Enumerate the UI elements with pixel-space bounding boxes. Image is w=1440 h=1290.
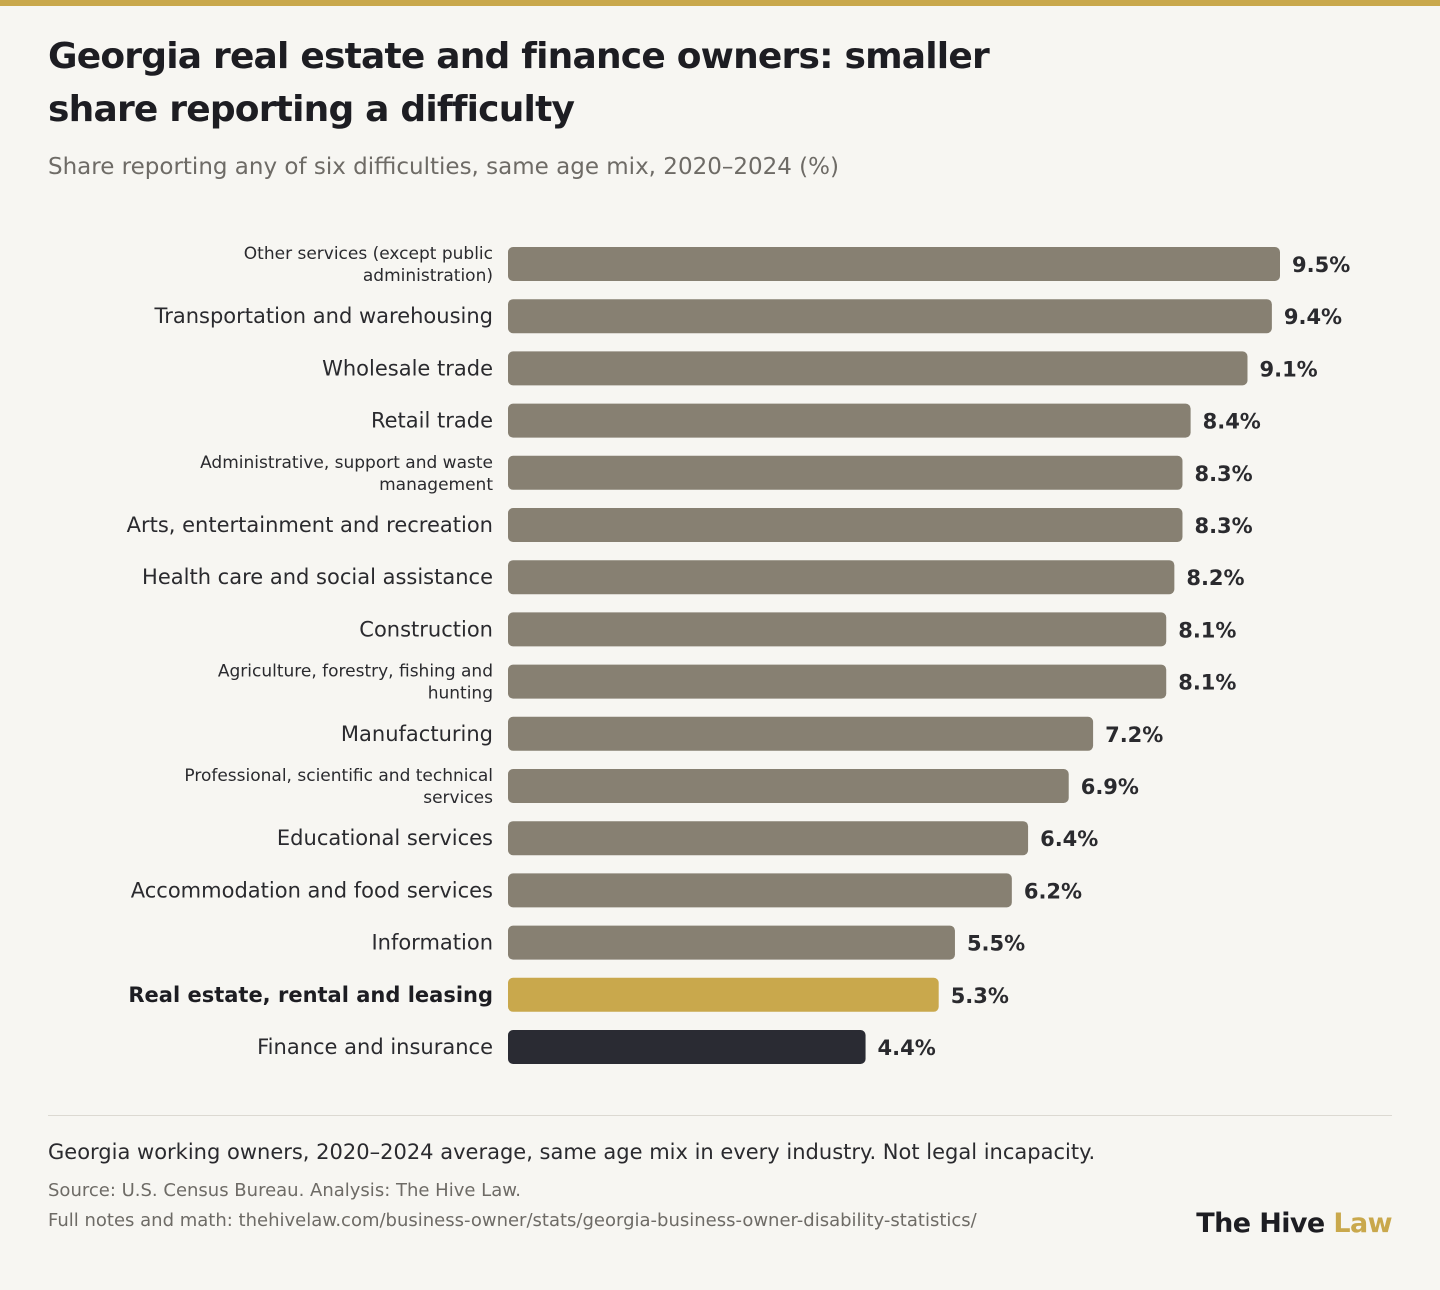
value-label-15: 4.4% [878,1036,936,1060]
category-label-4-line-0: Administrative, support and waste [200,453,493,473]
category-label-11: Educational services [277,826,493,850]
value-label-7: 8.1% [1178,618,1236,642]
category-label-4-line-1: management [379,475,493,495]
value-label-13: 5.5% [967,932,1025,956]
category-label-6: Health care and social assistance [142,565,493,589]
bar-6 [508,560,1175,595]
value-label-14: 5.3% [951,984,1009,1008]
bar-10 [508,769,1069,803]
category-label-3: Retail trade [371,409,493,433]
category-label-5: Arts, entertainment and recreation [127,513,493,537]
brand-logo: The Hive Law [1196,1208,1392,1239]
value-label-1: 9.4% [1284,305,1342,329]
value-label-4: 8.3% [1194,462,1252,486]
source-line: Source: U.S. Census Bureau. Analysis: Th… [48,1180,522,1201]
bar-2 [508,351,1248,386]
category-label-0: Other services (except public administrat… [244,244,493,286]
category-label-10-line-0: Professional, scientific and technical [184,766,493,786]
bar-14 [508,977,939,1012]
footer-divider [48,1115,1392,1116]
top-accent-rule [0,0,1440,6]
category-label-8: Agriculture, forestry, fishing and huntin… [218,662,493,704]
value-label-3: 8.4% [1203,410,1261,434]
bar-0 [508,247,1280,281]
category-label-12: Accommodation and food services [131,878,493,902]
bar-5 [508,508,1183,542]
value-label-9: 7.2% [1105,723,1163,747]
category-label-8-line-0: Agriculture, forestry, fishing and [218,662,493,682]
category-label-4: Administrative, support and waste managem… [200,453,493,495]
category-label-13: Information [371,931,493,955]
value-label-6: 8.2% [1186,566,1244,590]
category-label-0-line-0: Other services (except public [244,244,493,264]
category-label-14: Real estate, rental and leasing [128,983,493,1007]
value-label-5: 8.3% [1194,514,1252,538]
brand-logo-primary: The Hive [1196,1208,1325,1239]
value-label-10: 6.9% [1081,775,1139,799]
bar-4 [508,455,1183,490]
category-label-7: Construction [359,617,493,641]
value-label-12: 6.2% [1024,879,1082,903]
bar-9 [508,716,1094,751]
category-label-9: Manufacturing [341,722,493,746]
chart-title: Georgia real estate and finance owners: … [48,36,990,130]
value-label-2: 9.1% [1259,357,1317,381]
category-label-15: Finance and insurance [257,1035,493,1059]
category-label-0-line-1: administration) [363,266,493,286]
value-label-11: 6.4% [1040,827,1098,851]
value-label-0: 9.5% [1292,253,1350,277]
value-label-8: 8.1% [1178,671,1236,695]
category-label-8-line-1: hunting [428,684,493,704]
bar-15 [508,1030,866,1064]
bar-chart: 9.5% Other services (except public adminis… [127,244,1350,1064]
bar-12 [508,873,1012,908]
notes-link[interactable]: Full notes and math: thehivelaw.com/busi… [48,1210,977,1231]
category-label-10: Professional, scientific and technical se… [184,766,493,808]
category-label-1: Transportation and warehousing [153,304,493,328]
category-label-10-line-1: services [423,788,493,808]
bar-3 [508,403,1191,438]
chart-subtitle: Share reporting any of six difficulties,… [48,154,839,180]
footer-note: Georgia working owners, 2020–2024 averag… [48,1140,1096,1164]
bar-11 [508,821,1029,856]
bar-7 [508,612,1167,647]
bar-1 [508,299,1272,334]
bar-13 [508,925,955,960]
brand-logo-accent: Law [1333,1208,1392,1239]
bar-8 [508,664,1167,699]
category-label-2: Wholesale trade [322,356,493,380]
